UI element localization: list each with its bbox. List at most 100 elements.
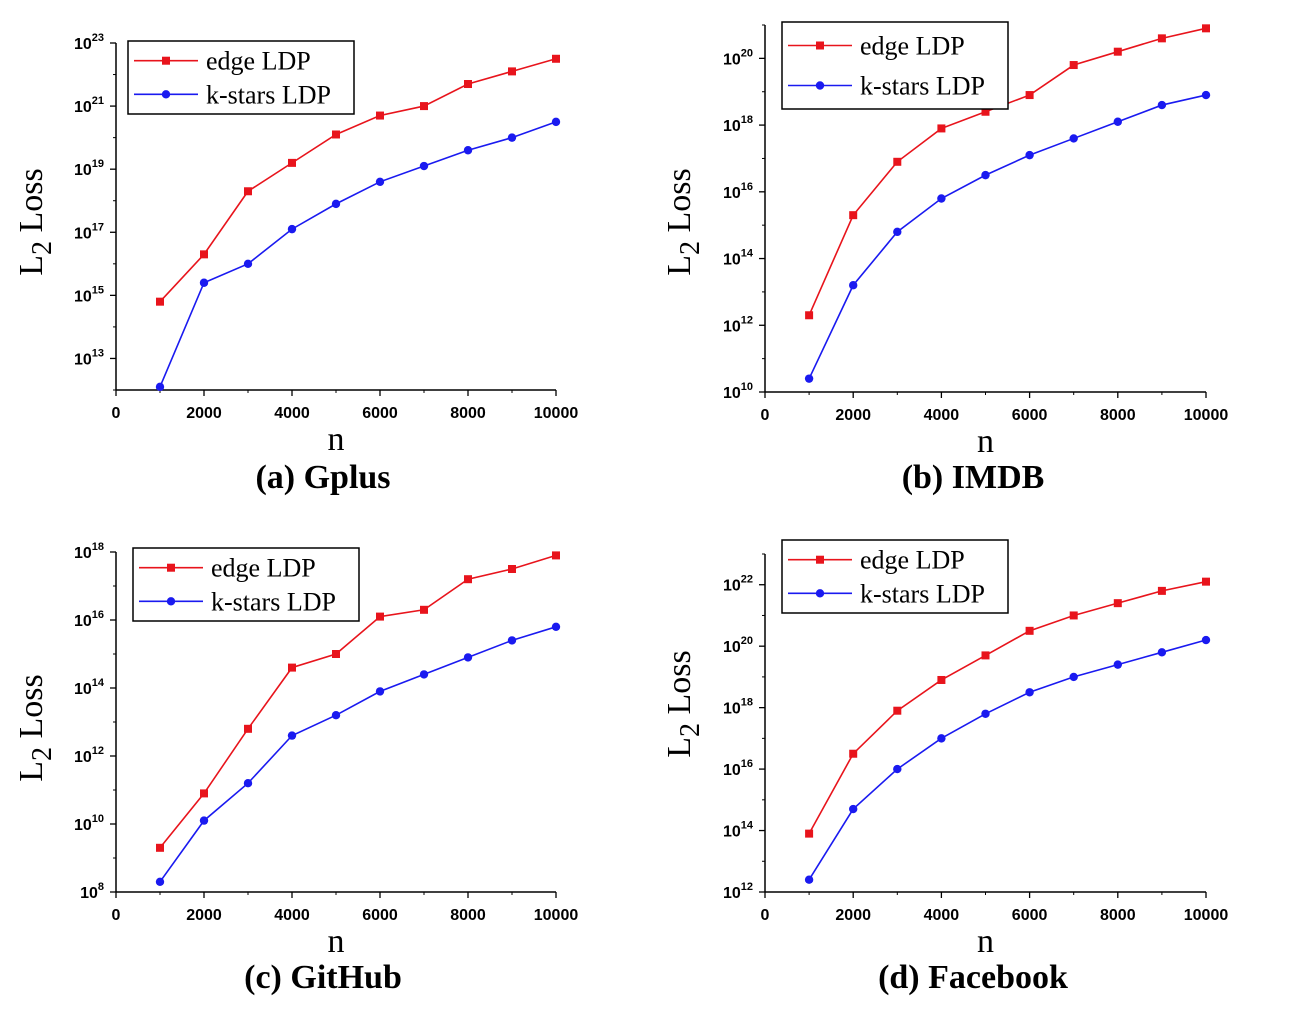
legend-marker [815, 589, 825, 598]
legend-box [781, 539, 1009, 614]
data-point [156, 843, 164, 852]
data-point [1157, 648, 1167, 657]
x-tick-label: 8000 [450, 405, 486, 422]
x-tick-label: 0 [761, 407, 770, 424]
data-point [508, 67, 516, 76]
chart-panel-1: 0 2000 4000 6000 8000 10000 1013 1015 1017 1019 10… [13, 32, 578, 496]
data-point [893, 764, 902, 774]
data-point [1113, 117, 1123, 126]
data-point [552, 54, 560, 63]
x-tick-label: 2000 [186, 907, 222, 924]
data-point [1113, 660, 1123, 669]
data-point [243, 259, 253, 269]
data-point [507, 133, 517, 142]
legend-label: k-stars LDP [211, 587, 336, 616]
data-point [981, 107, 990, 116]
x-tick-label: 10000 [534, 907, 579, 924]
y-axis-label: L2 Loss [661, 168, 706, 276]
chart-caption: (a) Gplus [255, 459, 390, 496]
data-point [981, 170, 990, 180]
data-point [199, 278, 209, 287]
data-point [376, 111, 384, 120]
data-point [1069, 61, 1078, 70]
data-point [332, 650, 340, 658]
x-tick-label: 0 [761, 907, 770, 924]
data-point [507, 636, 517, 645]
data-point [551, 117, 561, 127]
data-point [1069, 611, 1078, 620]
x-tick-label: 6000 [362, 405, 398, 422]
y-tick-label: 1019 [74, 158, 104, 179]
data-point [464, 80, 472, 89]
legend-marker [167, 563, 175, 572]
y-tick-label: 1018 [74, 541, 104, 562]
x-axis-label: n [328, 421, 345, 458]
legend-box [127, 40, 355, 115]
legend-label: edge LDP [860, 546, 965, 575]
data-point [1025, 626, 1034, 635]
x-tick-label: 6000 [1012, 907, 1048, 924]
x-tick-label: 0 [112, 907, 121, 924]
data-point [464, 575, 472, 584]
data-point [551, 622, 561, 631]
x-axis-label: n [328, 923, 345, 960]
data-point [893, 227, 902, 237]
y-tick-label: 1016 [723, 758, 753, 779]
data-point [1157, 586, 1166, 595]
y-tick-label: 1018 [723, 114, 753, 135]
y-axis-label: L2 Loss [661, 650, 706, 758]
data-point [288, 663, 296, 672]
data-point [243, 779, 253, 788]
y-tick-label: 108 [80, 881, 104, 902]
data-point [937, 194, 946, 203]
legend-label: k-stars LDP [860, 72, 985, 101]
legend-marker [166, 597, 176, 606]
legend: edge LDP k-stars LDP [781, 539, 1009, 614]
data-point [375, 177, 385, 186]
y-tick-label: 1020 [723, 635, 753, 656]
y-tick-label: 1012 [74, 745, 104, 766]
data-point [893, 706, 902, 715]
series-line-1 [159, 58, 557, 303]
x-tick-label: 10000 [1184, 407, 1229, 424]
y-tick-label: 1023 [74, 32, 104, 53]
data-point [552, 551, 560, 560]
data-point [804, 374, 814, 383]
y-tick-label: 1017 [74, 221, 104, 242]
x-axis-label: n [977, 423, 994, 460]
y-tick-label: 1014 [723, 248, 754, 269]
data-point [849, 211, 858, 220]
data-point [155, 382, 165, 392]
y-tick-label: 1015 [74, 284, 104, 305]
y-tick-label: 1010 [723, 381, 753, 402]
y-axis-label: L2 Loss [13, 674, 58, 782]
data-point [1201, 90, 1211, 100]
legend-marker [815, 81, 825, 90]
data-point [1113, 599, 1122, 608]
legend-marker [162, 56, 170, 65]
y-tick-label: 1018 [723, 697, 753, 718]
y-tick-label: 1012 [723, 881, 753, 902]
data-point [849, 281, 858, 290]
data-point [1201, 635, 1211, 645]
data-point [1202, 577, 1210, 586]
data-point [1069, 134, 1078, 143]
legend-box [132, 547, 360, 622]
x-tick-label: 4000 [274, 907, 310, 924]
data-point [199, 816, 209, 825]
chart-panel-2: 0 2000 4000 6000 8000 10000 1010 1012 1014 1016 10… [661, 21, 1229, 496]
legend-label: k-stars LDP [860, 579, 985, 608]
data-point [1157, 34, 1166, 43]
legend-label: k-stars LDP [206, 80, 331, 109]
data-point [331, 199, 341, 209]
data-point [200, 250, 208, 259]
series-line-2 [159, 121, 557, 388]
legend-label: edge LDP [211, 554, 316, 583]
data-point [332, 130, 340, 139]
chart-caption: (c) GitHub [244, 959, 402, 996]
y-tick-label: 1014 [723, 820, 754, 841]
x-axis-label: n [977, 923, 994, 960]
data-point [463, 653, 473, 662]
legend-marker [816, 555, 824, 564]
